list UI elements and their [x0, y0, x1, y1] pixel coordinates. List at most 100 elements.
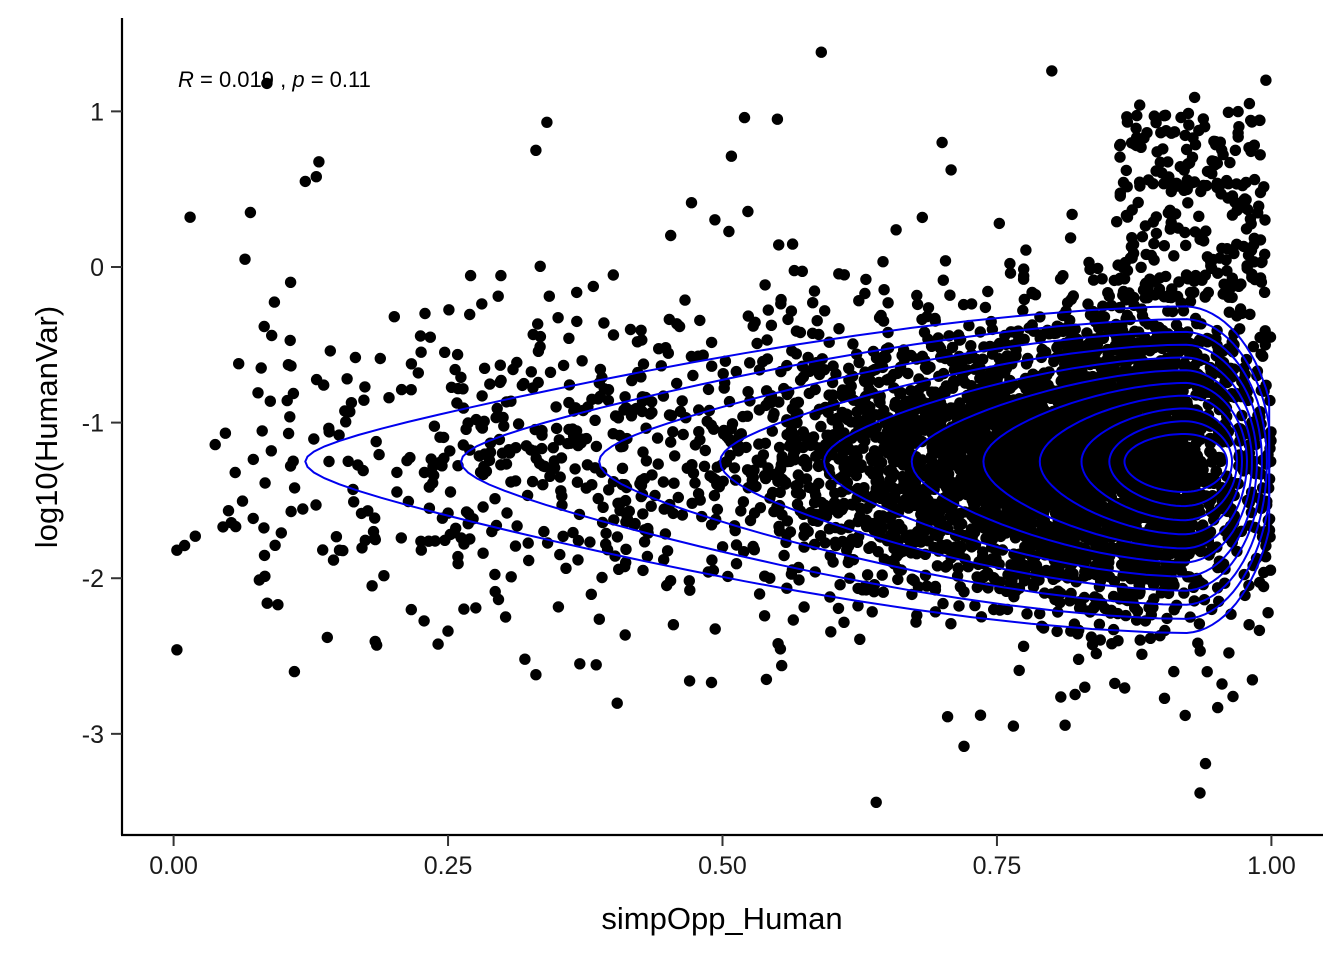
data-point [597, 501, 609, 513]
data-point [1021, 608, 1033, 620]
data-point [1180, 143, 1193, 156]
data-point [462, 508, 475, 520]
data-point [651, 432, 664, 444]
data-point [498, 420, 510, 432]
data-point [671, 318, 683, 330]
data-point [1040, 520, 1052, 532]
data-point [956, 518, 968, 530]
data-point [915, 508, 927, 521]
data-point [694, 314, 706, 327]
data-point [355, 507, 368, 520]
data-point [1224, 156, 1236, 169]
data-point [846, 461, 858, 474]
data-point [554, 471, 566, 483]
data-point [1259, 325, 1271, 337]
data-point [921, 580, 933, 592]
data-point [1051, 625, 1063, 638]
data-point [259, 477, 271, 489]
data-point [494, 376, 506, 389]
data-point [428, 420, 441, 432]
data-point [1139, 315, 1151, 327]
data-point [550, 401, 562, 413]
data-point [1067, 568, 1079, 580]
data-point [548, 462, 561, 474]
data-point [495, 459, 507, 471]
data-point [954, 397, 966, 409]
data-point [799, 431, 811, 443]
data-point [823, 389, 835, 401]
data-point [858, 374, 870, 386]
data-point [1102, 453, 1115, 465]
data-point [808, 361, 820, 373]
data-point [1132, 447, 1145, 460]
data-point [405, 358, 418, 370]
data-point [1048, 563, 1060, 576]
data-point [851, 451, 863, 463]
data-point [965, 298, 978, 310]
data-point [261, 597, 273, 609]
data-point [1039, 346, 1051, 358]
data-point [934, 342, 947, 355]
data-point [1056, 504, 1068, 516]
data-point [1184, 611, 1196, 623]
data-point [912, 581, 925, 593]
data-point [1164, 548, 1177, 560]
data-point [943, 485, 956, 497]
data-point [1043, 498, 1056, 511]
data-point [1175, 565, 1188, 577]
data-point [658, 503, 670, 515]
data-point [939, 433, 951, 445]
data-point [434, 431, 446, 443]
data-point [512, 418, 525, 430]
data-point [910, 471, 923, 483]
data-point [766, 425, 778, 437]
data-point [877, 315, 890, 327]
data-point [1223, 647, 1235, 659]
data-point [258, 522, 270, 534]
data-point [900, 447, 913, 459]
data-point [352, 459, 364, 471]
data-point [729, 524, 741, 537]
data-point [1013, 664, 1025, 677]
data-point [1017, 640, 1030, 652]
data-point [737, 496, 750, 508]
data-point [1247, 340, 1260, 353]
data-point [550, 422, 563, 435]
data-point [1201, 666, 1213, 678]
data-point [1133, 362, 1146, 374]
data-point [569, 463, 581, 475]
data-point [557, 359, 570, 372]
data-point [674, 405, 687, 418]
data-point [1115, 374, 1128, 387]
data-point [593, 613, 605, 625]
data-point [1150, 165, 1162, 177]
data-point [911, 298, 924, 311]
data-point [1195, 488, 1207, 500]
data-point [677, 428, 689, 441]
data-point [378, 570, 390, 582]
data-point [470, 602, 482, 614]
data-point [1222, 343, 1234, 355]
data-point [1009, 532, 1022, 544]
data-point [1010, 506, 1022, 518]
data-point [620, 543, 632, 555]
data-point [1184, 295, 1197, 308]
data-point [1246, 674, 1259, 686]
data-point [330, 531, 343, 543]
data-point [702, 383, 715, 396]
data-point [1128, 479, 1141, 492]
data-point [1004, 267, 1017, 279]
data-point [1140, 248, 1152, 261]
data-point [489, 568, 501, 581]
data-point [1103, 408, 1116, 421]
data-point [1199, 269, 1212, 281]
data-point [401, 454, 413, 467]
data-point [1162, 328, 1174, 340]
data-point [832, 602, 845, 615]
data-point [854, 633, 866, 645]
data-point [630, 402, 642, 415]
data-point [412, 367, 424, 379]
data-point [753, 438, 765, 450]
data-point [931, 560, 944, 572]
data-point [1193, 210, 1205, 222]
